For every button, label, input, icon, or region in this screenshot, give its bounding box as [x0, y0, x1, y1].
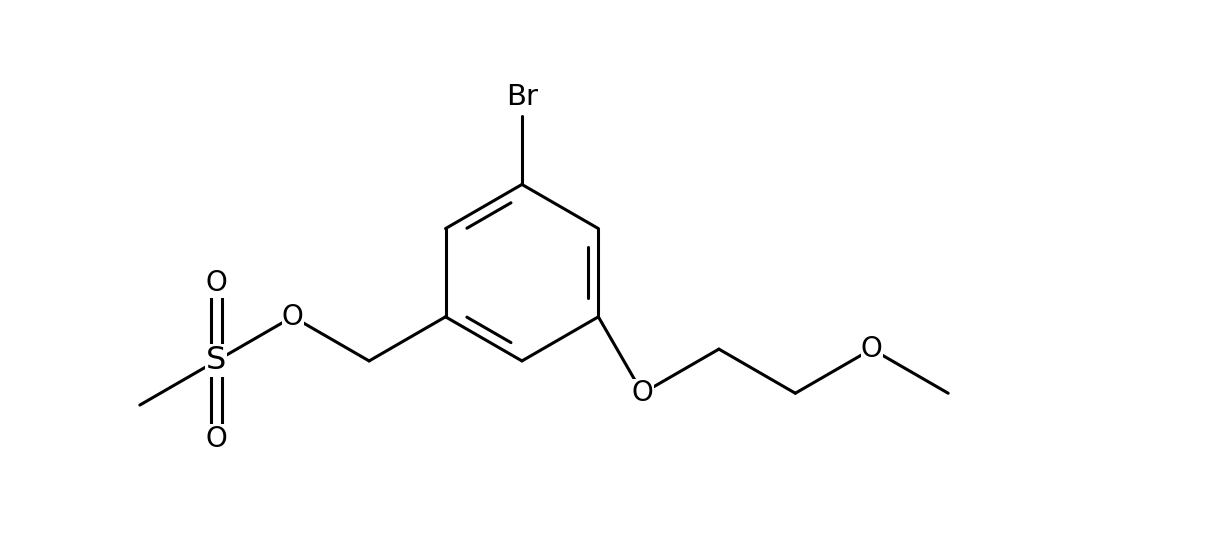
Text: S: S [206, 346, 226, 377]
Text: O: O [206, 425, 227, 453]
Text: O: O [206, 269, 227, 297]
Text: O: O [860, 335, 882, 363]
Text: O: O [632, 379, 653, 407]
Text: Br: Br [506, 83, 538, 111]
Text: O: O [282, 303, 304, 331]
